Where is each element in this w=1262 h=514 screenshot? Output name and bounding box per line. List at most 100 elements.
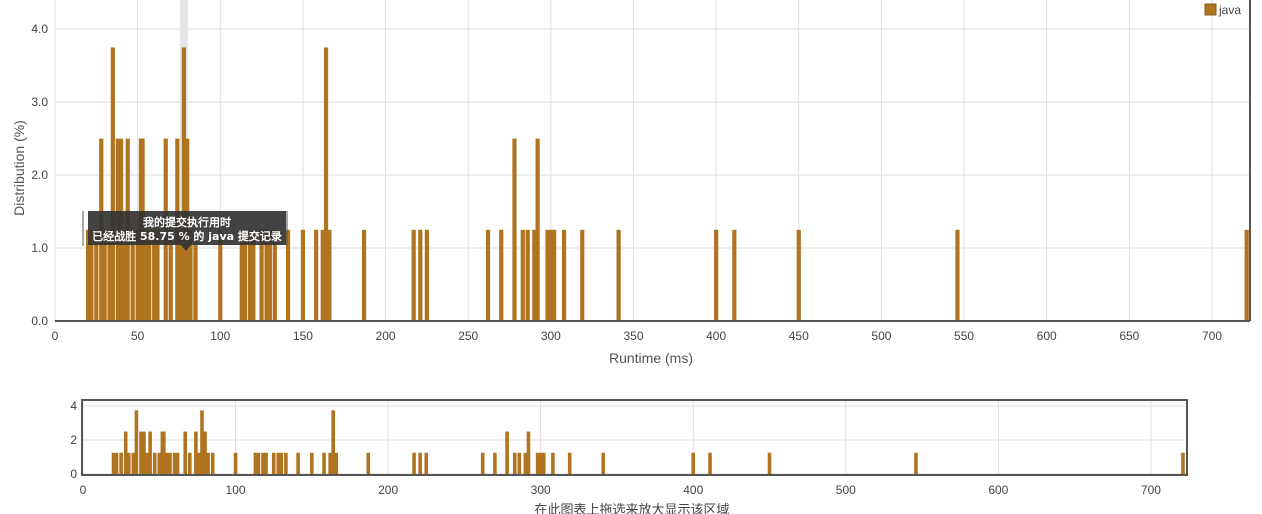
bar[interactable] <box>135 229 140 321</box>
bar[interactable] <box>525 229 530 321</box>
bar[interactable] <box>512 138 517 321</box>
bar[interactable] <box>300 229 306 321</box>
bar[interactable] <box>323 47 329 321</box>
navigator-bar <box>601 452 606 474</box>
bar[interactable] <box>285 229 291 321</box>
bar[interactable] <box>168 229 173 321</box>
bar[interactable] <box>732 229 737 321</box>
x-tick-label: 100 <box>210 329 230 343</box>
bar[interactable] <box>485 229 491 321</box>
navigator-bar <box>276 452 281 474</box>
bar[interactable] <box>218 229 223 321</box>
bar[interactable] <box>102 229 107 321</box>
bar[interactable] <box>85 229 91 321</box>
bar[interactable] <box>267 229 272 321</box>
bar[interactable] <box>320 229 325 321</box>
bar[interactable] <box>122 229 127 321</box>
bar[interactable] <box>411 229 416 321</box>
y-tick-label: 0.0 <box>31 314 48 328</box>
navigator-bar <box>551 452 555 474</box>
bar[interactable] <box>499 229 504 321</box>
bar[interactable] <box>424 229 429 321</box>
bar[interactable] <box>110 47 115 321</box>
bar[interactable] <box>94 229 99 321</box>
bar[interactable] <box>188 229 193 321</box>
navigator-bar <box>183 431 188 474</box>
navigator-bar <box>157 452 162 474</box>
navigator-bar <box>119 452 123 474</box>
bar[interactable] <box>580 229 585 321</box>
legend[interactable]: java <box>1204 3 1241 17</box>
bar[interactable] <box>107 229 112 321</box>
bar[interactable] <box>130 229 135 321</box>
x-tick-label: 450 <box>789 329 809 343</box>
navigator-bar <box>366 452 371 474</box>
navigator-bar <box>708 452 712 474</box>
x-tick-label: 150 <box>293 329 313 343</box>
navigator-bar <box>197 452 201 474</box>
bar[interactable] <box>327 229 332 321</box>
navigator-bar <box>567 452 572 474</box>
x-tick-label: 250 <box>458 329 478 343</box>
navigator-bar <box>134 410 139 474</box>
legend-label: java <box>1218 3 1241 17</box>
navigator-x-tick-label: 500 <box>836 483 856 497</box>
main-bars[interactable] <box>85 47 1249 321</box>
navigator-bar <box>767 452 772 474</box>
x-tick-label: 550 <box>954 329 974 343</box>
tooltip-pointer <box>181 245 191 251</box>
bar[interactable] <box>193 229 198 321</box>
navigator-x-tick-label: 0 <box>80 483 87 497</box>
bar[interactable] <box>143 229 149 321</box>
navigator-bar <box>538 452 543 474</box>
x-tick-label: 500 <box>871 329 891 343</box>
navigator-bar <box>264 452 268 474</box>
bar[interactable] <box>247 229 253 321</box>
bar[interactable] <box>548 229 553 321</box>
bar[interactable] <box>259 229 264 321</box>
navigator-bar <box>331 410 335 474</box>
bar[interactable] <box>361 229 367 321</box>
bar[interactable] <box>520 229 525 321</box>
x-tick-label: 650 <box>1119 329 1139 343</box>
bar[interactable] <box>181 47 187 321</box>
navigator-bar <box>310 452 314 474</box>
bar[interactable] <box>155 229 160 321</box>
bar[interactable] <box>552 229 557 321</box>
bar[interactable] <box>239 229 244 321</box>
bar[interactable] <box>1244 229 1249 321</box>
bar[interactable] <box>545 229 550 321</box>
bar[interactable] <box>796 229 801 321</box>
bar[interactable] <box>418 229 423 321</box>
navigator-bar <box>535 452 540 474</box>
navigator-bar <box>512 452 517 474</box>
bar[interactable] <box>264 229 269 321</box>
bar[interactable] <box>314 229 319 321</box>
bar[interactable] <box>178 229 183 321</box>
y-tick-label: 3.0 <box>31 95 48 109</box>
main-y-tick-labels: 0.0 1.0 2.0 3.0 4.0 <box>31 22 48 328</box>
navigator-bar <box>271 452 276 474</box>
bar[interactable] <box>955 229 960 321</box>
main-axes <box>55 0 1251 322</box>
bar[interactable] <box>89 229 94 321</box>
bar[interactable] <box>272 229 277 321</box>
navigator-bar <box>145 452 149 474</box>
navigator-bar <box>131 452 136 474</box>
navigator-bar <box>1181 452 1185 474</box>
bar[interactable] <box>616 229 621 321</box>
bar[interactable] <box>532 229 537 321</box>
navigator-bar <box>418 452 422 474</box>
bar[interactable] <box>251 229 256 321</box>
navigator-x-tick-label: 300 <box>531 483 551 497</box>
bar[interactable] <box>714 229 719 321</box>
bar[interactable] <box>535 138 540 321</box>
navigator-frame[interactable] <box>81 399 1188 476</box>
x-axis-title: Runtime (ms) <box>609 350 693 366</box>
bar[interactable] <box>561 229 567 321</box>
bar[interactable] <box>242 229 248 321</box>
bar[interactable] <box>152 229 157 321</box>
navigator-bar <box>914 452 918 474</box>
bar[interactable] <box>147 229 152 321</box>
